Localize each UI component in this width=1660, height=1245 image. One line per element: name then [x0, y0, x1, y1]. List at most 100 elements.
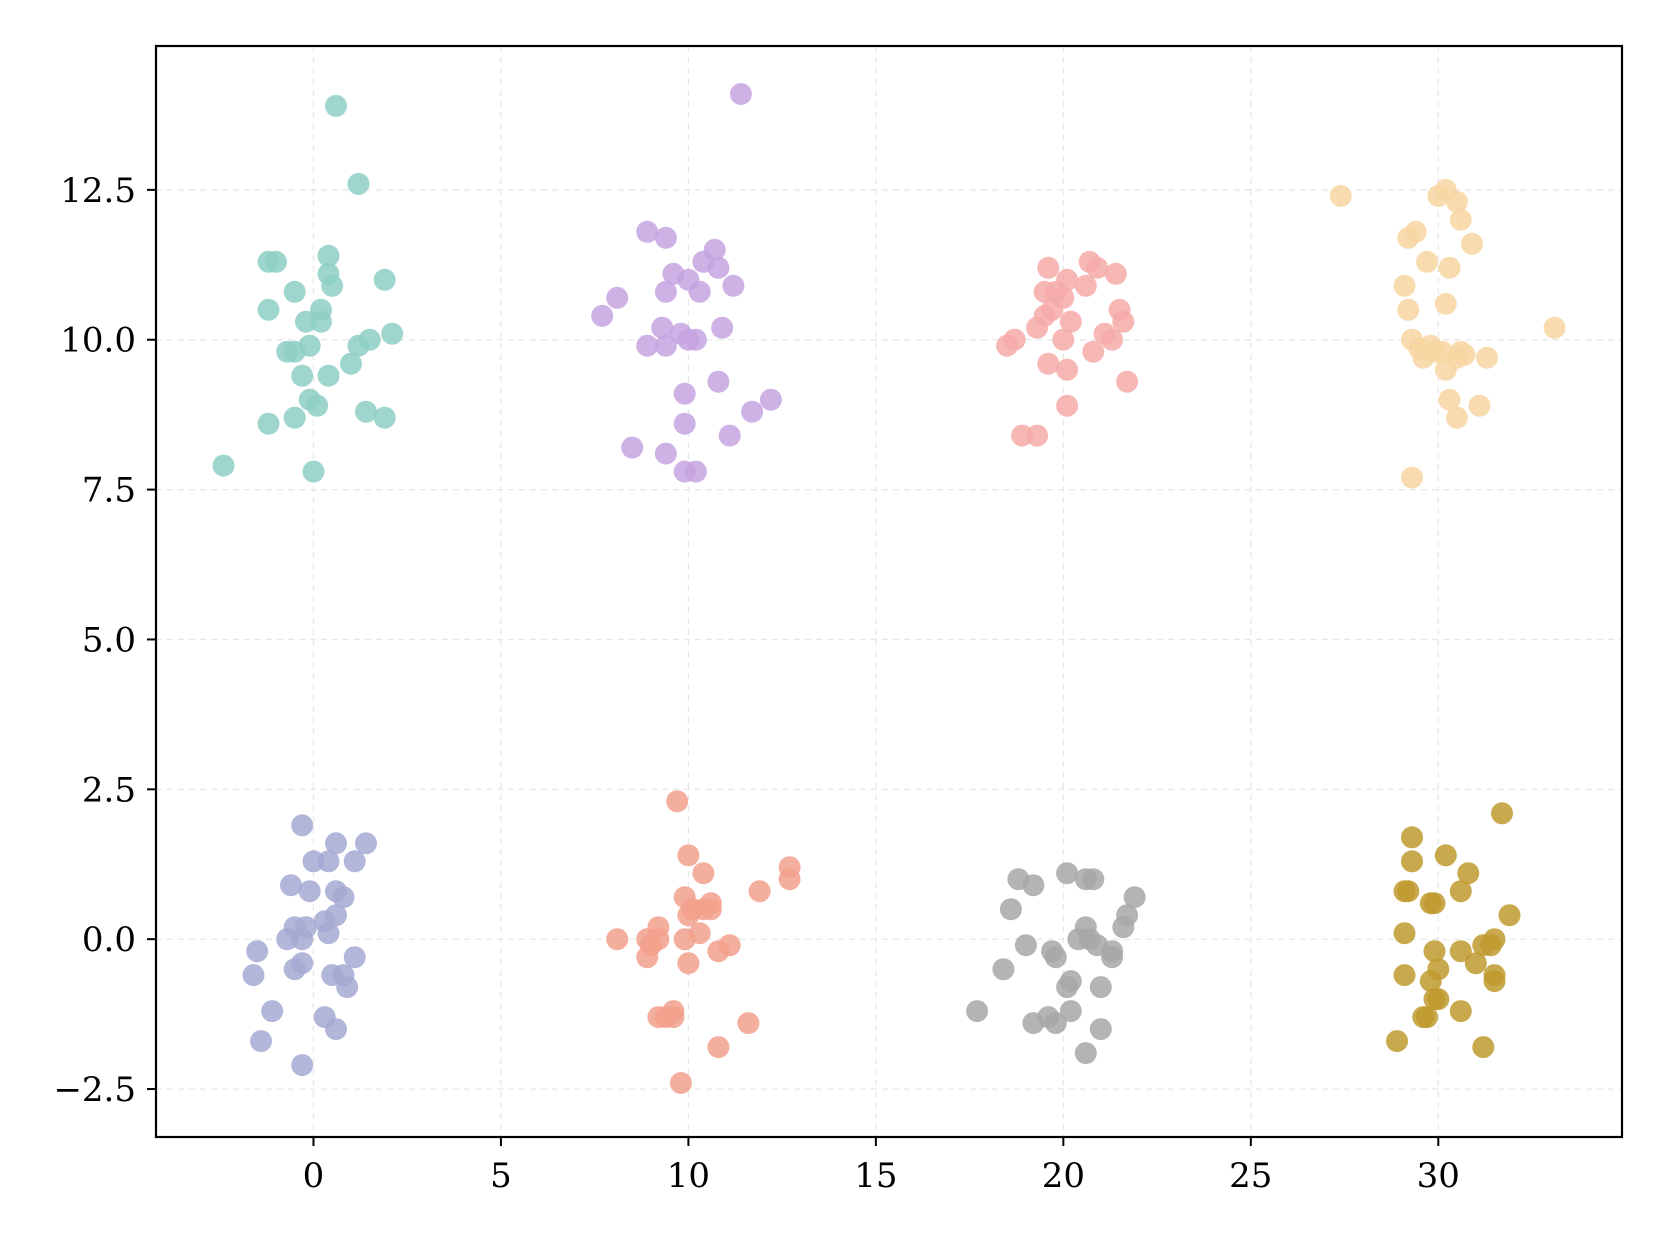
- series-cluster-20-0: [966, 862, 1146, 1065]
- scatter-point: [1446, 190, 1468, 213]
- x-tick-label: 25: [1229, 1156, 1272, 1196]
- scatter-point: [996, 334, 1019, 357]
- scatter-point: [1401, 466, 1423, 489]
- scatter-point: [673, 412, 696, 435]
- series-cluster-30-0: [1386, 802, 1521, 1059]
- scatter-point: [1397, 880, 1420, 903]
- scatter-point: [1438, 388, 1461, 411]
- scatter-point: [1423, 940, 1446, 963]
- scatter-point: [1059, 310, 1082, 333]
- scatter-point: [1112, 916, 1135, 939]
- scatter-point: [317, 922, 340, 945]
- scatter-point: [606, 286, 629, 309]
- scatter-point: [1393, 964, 1416, 987]
- series-cluster-20-10: [996, 250, 1139, 447]
- scatter-point: [355, 832, 377, 855]
- y-tick-label: 7.5: [82, 471, 136, 511]
- scatter-point: [310, 310, 332, 333]
- scatter-point: [654, 334, 677, 357]
- scatter-point: [325, 1018, 347, 1041]
- scatter-point: [1491, 802, 1513, 825]
- scatter-point: [1056, 976, 1079, 999]
- scatter-point: [1438, 256, 1461, 279]
- scatter-point: [707, 370, 730, 393]
- scatter-point: [992, 958, 1015, 981]
- scatter-point: [1434, 292, 1457, 315]
- grid-layer: [156, 46, 1622, 1137]
- scatter-point: [302, 460, 325, 483]
- scatter-point: [673, 928, 696, 951]
- scatter-point: [684, 460, 707, 483]
- x-tick-label: 5: [490, 1156, 512, 1196]
- scatter-point: [1037, 352, 1060, 375]
- scatter-point: [317, 364, 340, 387]
- series-cluster-10-10: [591, 83, 782, 483]
- scatter-point: [291, 928, 314, 951]
- scatter-point: [373, 268, 396, 291]
- scatter-point: [306, 394, 329, 417]
- scatter-point: [291, 814, 314, 837]
- scatter-point: [1022, 874, 1045, 897]
- scatter-point: [1101, 328, 1124, 351]
- scatter-point: [651, 316, 674, 339]
- scatter-point: [718, 424, 741, 447]
- scatter-point: [673, 382, 696, 405]
- scatter-point: [317, 850, 340, 873]
- scatter-point: [283, 406, 306, 429]
- scatter-point: [1116, 370, 1139, 393]
- y-axis: −2.5 0.0 2.5 5.0 7.5 10.0 12.5: [53, 171, 156, 1110]
- scatter-point: [1543, 316, 1566, 339]
- scatter-point: [688, 280, 711, 303]
- scatter-point: [1464, 952, 1487, 975]
- scatter-point: [261, 1000, 284, 1023]
- x-tick-label: 0: [303, 1156, 325, 1196]
- scatter-point: [741, 400, 764, 423]
- scatter-point: [340, 352, 362, 375]
- scatter-point: [212, 454, 235, 477]
- scatter-point: [1434, 844, 1457, 867]
- scatter-point: [1082, 340, 1105, 363]
- scatter-point: [1401, 850, 1423, 873]
- scatter-point: [257, 412, 280, 435]
- scatter-point: [1449, 208, 1472, 231]
- scatter-point: [999, 898, 1022, 921]
- scatter-point: [677, 844, 700, 867]
- scatter-point: [246, 940, 269, 963]
- scatter-point: [1056, 394, 1079, 417]
- scatter-point: [1056, 862, 1079, 885]
- x-tick-label: 20: [1042, 1156, 1085, 1196]
- scatter-point: [707, 940, 730, 963]
- scatter-point: [1427, 184, 1450, 207]
- series-cluster-30-10: [1329, 178, 1566, 489]
- scatter-point: [1423, 892, 1446, 915]
- axes-frame: [154, 44, 1624, 1139]
- scatter-point: [1446, 406, 1468, 429]
- scatter-point: [636, 220, 659, 243]
- scatter-point: [1089, 976, 1112, 999]
- y-tick-label: 5.0: [82, 620, 136, 660]
- series-cluster-10-0: [606, 790, 801, 1094]
- scatter-point: [707, 1036, 730, 1059]
- y-tick-label: 10.0: [60, 321, 136, 361]
- scatter-point: [677, 904, 700, 927]
- scatter-point: [257, 298, 280, 321]
- scatter-point: [343, 850, 366, 873]
- scatter-point: [662, 1006, 685, 1029]
- scatter-point: [250, 1030, 272, 1053]
- scatter-point: [1483, 970, 1506, 993]
- scatter-point: [729, 83, 752, 105]
- scatter-point: [1386, 1030, 1408, 1053]
- scatter-point: [711, 316, 734, 339]
- scatter-point: [1401, 826, 1423, 849]
- scatter-point: [1037, 256, 1060, 279]
- scatter-point: [654, 226, 677, 249]
- scatter-point: [1123, 886, 1146, 909]
- scatter-point: [1427, 988, 1450, 1011]
- scatter-point: [1457, 862, 1480, 885]
- scatter-point: [1449, 940, 1472, 963]
- scatter-point: [654, 442, 677, 465]
- scatter-point: [1074, 1042, 1097, 1065]
- scatter-point: [1329, 184, 1352, 207]
